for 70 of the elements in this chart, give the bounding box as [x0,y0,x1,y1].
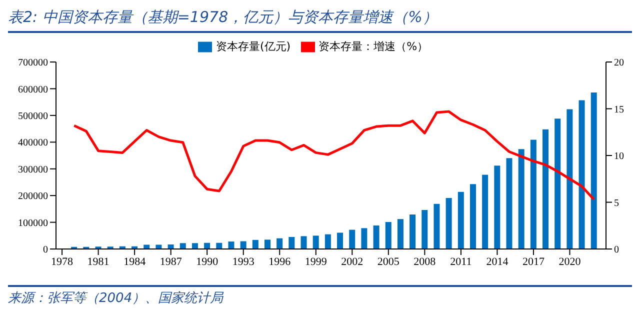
bar [458,192,464,249]
source-note: 来源：张军等（2004）、国家统计局 [8,290,224,307]
y-tick-label: 400000 [18,138,48,149]
bar [530,140,536,249]
bar [312,236,319,249]
x-tick-label: 2011 [450,256,472,268]
bar [252,240,258,249]
x-tick-label: 2002 [341,256,364,268]
bar [288,236,295,249]
line-series [72,110,596,201]
bar [578,100,585,249]
bar [144,244,150,249]
y2-tick-label: 15 [614,104,624,116]
x-tick-label: 1999 [304,256,328,268]
y-tick-label: 300000 [18,164,48,176]
bar [434,204,440,249]
bar [361,228,368,249]
bar [240,241,246,249]
bar [518,149,524,249]
bar [566,109,573,249]
bar [276,238,283,249]
bar [397,219,404,249]
bar [349,230,356,249]
bar [300,236,307,249]
y2-tick-label: 5 [614,198,619,209]
x-tick-label: 2005 [377,256,400,268]
x-tick-label: 1996 [268,256,292,268]
bar [216,242,222,249]
bar [373,225,380,249]
x-tick-label: 1993 [232,256,255,268]
x-tick-label: 1984 [124,256,146,268]
bar [192,243,198,249]
y2-tick-label: 0 [614,244,619,256]
y-tick-label: 700000 [18,58,48,69]
y-tick-label: 600000 [18,84,48,96]
legend-label: 资本存量(亿元) [216,40,291,53]
x-tick-label: 2020 [558,256,582,268]
bar [324,234,331,249]
y-tick-label: 500000 [18,110,48,122]
legend-label: 资本存量：增速（%） [318,40,428,53]
x-tick-label: 1978 [51,256,74,268]
bar [156,244,162,249]
bar [204,242,210,249]
x-tick-label: 2017 [522,256,545,268]
bar [228,242,234,249]
bar [482,174,488,249]
x-tick-label: 1987 [160,256,182,268]
x-tick-label: 2014 [486,256,509,268]
y2-tick-label: 10 [614,151,624,162]
bar [180,243,186,249]
bar [470,184,476,249]
x-tick-label: 1981 [87,256,110,268]
bar [590,92,597,249]
bar [506,158,512,249]
y-tick-label: 0 [43,244,48,256]
y-tick-label: 200000 [18,191,48,202]
bar [542,129,549,249]
y2-tick-label: 20 [614,58,624,69]
bar [410,214,416,249]
bar [494,166,500,249]
x-tick-label: 2008 [414,256,436,268]
bar [554,118,561,249]
x-tick-label: 1990 [196,256,219,268]
bar [446,198,452,249]
bar [264,240,270,249]
y-tick-label: 100000 [18,218,48,229]
bar [422,210,428,249]
bar [337,232,344,249]
bar [385,222,392,249]
chart-title: 表2: 中国资本存量（基期=1978，亿元）与资本存量增速（%） [8,8,632,33]
